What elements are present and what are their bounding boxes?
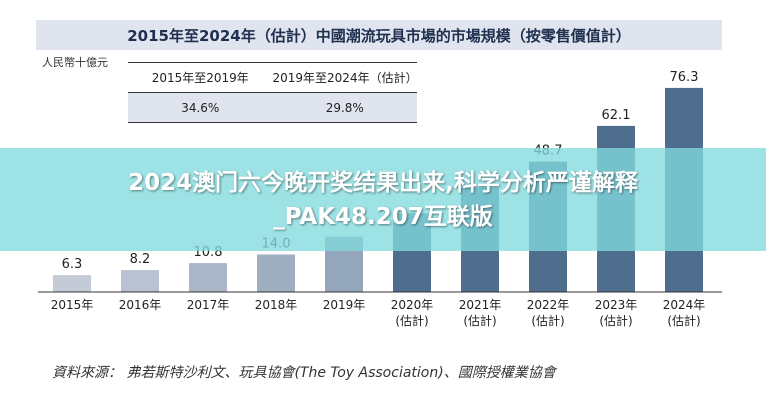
x-tick-note-9: (估計) bbox=[667, 313, 700, 328]
x-tick-label-4: 2019年 bbox=[323, 298, 366, 312]
bar-1 bbox=[121, 270, 159, 292]
x-tick-label-6: 2021年 bbox=[459, 298, 502, 312]
bar-0 bbox=[53, 275, 91, 292]
chart-title: 2015年至2024年（估計）中國潮流玩具市場的市場規模（按零售價值計） bbox=[36, 20, 722, 50]
x-tick-note-6: (估計) bbox=[463, 313, 496, 328]
banner-line-1: 2024澳门六今晚开奖结果出来,科学分析严谨解释 bbox=[128, 169, 638, 196]
x-tick-label-8: 2023年 bbox=[595, 298, 638, 312]
overlay-banner: 2024澳门六今晚开奖结果出来,科学分析严谨解释 _PAK48.207互联版 bbox=[0, 148, 766, 251]
x-tick-note-8: (估計) bbox=[599, 313, 632, 328]
value-label-9: 76.3 bbox=[670, 70, 699, 85]
x-tick-note-5: (估計) bbox=[395, 313, 428, 328]
bar-2 bbox=[189, 263, 227, 292]
unit-label: 人民幣十億元 bbox=[42, 56, 108, 69]
cagr-header-period-1: 2015年至2019年 bbox=[151, 71, 249, 85]
cagr-header-row: 2015年至2019年 2019年至2024年（估計） bbox=[128, 62, 418, 93]
cagr-value-period-1: 34.6% bbox=[181, 100, 220, 115]
value-label-8: 62.1 bbox=[602, 108, 631, 123]
cagr-value-period-2: 29.8% bbox=[325, 100, 364, 115]
x-tick-label-7: 2022年 bbox=[527, 298, 570, 312]
value-label-1: 8.2 bbox=[130, 252, 151, 267]
x-tick-label-9: 2024年 bbox=[663, 298, 706, 312]
value-label-0: 6.3 bbox=[62, 257, 83, 272]
cagr-table: 2015年至2019年 2019年至2024年（估計） 34.6% 29.8% bbox=[128, 62, 418, 123]
bar-3 bbox=[257, 254, 295, 292]
x-tick-label-2: 2017年 bbox=[187, 298, 230, 312]
x-tick-note-7: (估計) bbox=[531, 313, 564, 328]
x-tick-label-3: 2018年 bbox=[255, 298, 298, 312]
x-tick-label-1: 2016年 bbox=[119, 298, 162, 312]
x-tick-label-5: 2020年 bbox=[391, 298, 434, 312]
source-note: 資料來源： 弗若斯特沙利文、玩具協會(The Toy Association)、… bbox=[52, 365, 556, 381]
banner-line-2: _PAK48.207互联版 bbox=[273, 203, 493, 230]
cagr-header-period-2: 2019年至2024年（估計） bbox=[272, 71, 418, 85]
x-tick-label-0: 2015年 bbox=[51, 298, 94, 312]
cagr-value-row: 34.6% 29.8% bbox=[128, 93, 417, 123]
